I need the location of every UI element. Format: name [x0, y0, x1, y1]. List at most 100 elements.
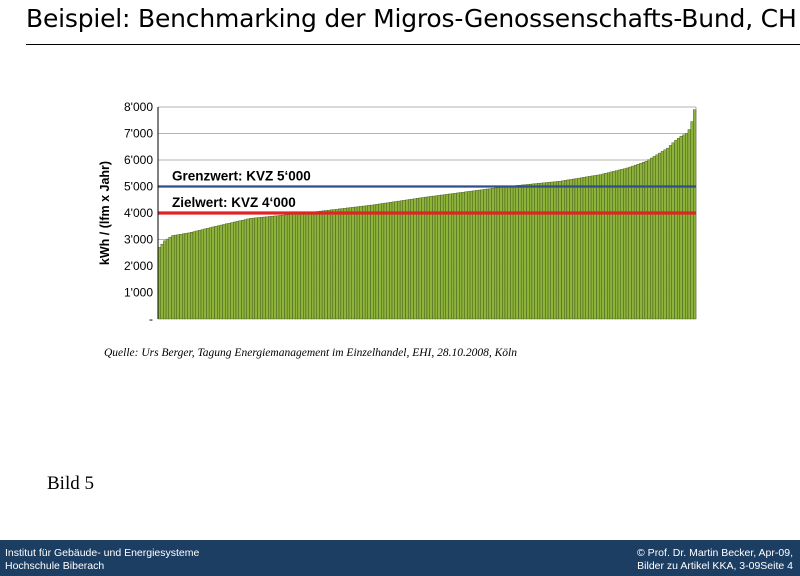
y-tick-label: 7'000 — [124, 127, 153, 141]
y-tick-label: 3'000 — [124, 233, 153, 247]
bar — [545, 182, 549, 320]
footer-university-name: Hochschule Biberach — [5, 560, 105, 572]
bar — [246, 218, 250, 320]
bar — [690, 121, 694, 320]
bar — [381, 203, 385, 320]
footer-institution: Institut für Gebäude- und Energiesysteme… — [5, 547, 199, 573]
bar — [633, 164, 637, 320]
bar — [577, 177, 581, 320]
bar — [254, 217, 258, 320]
bar — [373, 204, 377, 320]
bar — [564, 180, 568, 320]
bar — [598, 174, 603, 320]
bar — [340, 208, 344, 320]
bar — [295, 213, 299, 320]
bar — [407, 199, 412, 320]
bar — [617, 169, 621, 320]
bar — [647, 159, 651, 320]
bar — [356, 206, 360, 320]
bar — [555, 181, 559, 320]
bar — [475, 190, 479, 320]
bar — [399, 200, 403, 320]
bar — [329, 209, 334, 320]
bar — [163, 240, 167, 320]
bar — [502, 186, 506, 320]
footer-reference-line: Bilder zu Artikel KKA, 3-09Seite 4 — [637, 560, 793, 572]
bar — [383, 202, 387, 320]
bar — [265, 216, 269, 320]
bar — [607, 172, 611, 320]
bar — [235, 221, 239, 320]
bar — [620, 169, 624, 320]
bar — [182, 233, 186, 320]
bar — [297, 213, 301, 320]
bar — [367, 205, 371, 320]
bar — [644, 161, 648, 320]
bar — [313, 211, 317, 320]
bar — [469, 190, 473, 320]
bar — [542, 182, 546, 320]
bar — [687, 129, 691, 320]
bar — [491, 188, 495, 320]
bar — [375, 204, 379, 320]
bar — [655, 154, 659, 320]
bar — [206, 228, 210, 320]
bar — [289, 214, 293, 320]
bar — [604, 173, 608, 320]
bar — [464, 191, 468, 320]
bar — [413, 198, 417, 320]
bar — [179, 234, 183, 320]
bar — [461, 191, 465, 320]
bar — [370, 204, 374, 320]
bar — [523, 184, 527, 320]
bar — [569, 179, 573, 320]
bar — [547, 182, 551, 320]
bar — [276, 215, 280, 320]
bar — [324, 210, 328, 320]
bar — [402, 200, 406, 320]
bar — [171, 235, 175, 320]
bar — [260, 217, 264, 320]
y-tick-label: 8'000 — [124, 100, 153, 114]
bar — [192, 231, 196, 320]
bar — [609, 171, 613, 320]
bar — [359, 206, 363, 320]
bar — [364, 205, 368, 320]
bar — [184, 233, 188, 320]
bar — [346, 207, 350, 320]
bar — [338, 208, 342, 320]
bar — [553, 181, 557, 320]
y-tick-label: 1'000 — [124, 286, 153, 300]
bar — [165, 238, 169, 320]
bar — [284, 214, 288, 320]
bar — [623, 168, 627, 320]
bar — [386, 202, 390, 320]
bar — [582, 177, 586, 320]
bar — [270, 216, 274, 320]
bar — [281, 214, 285, 320]
bar — [496, 187, 500, 320]
bar — [668, 145, 672, 320]
bar — [520, 184, 525, 320]
bar — [507, 186, 511, 320]
bar — [663, 149, 667, 320]
bar — [531, 183, 535, 320]
reference-lines: Grenzwert: KVZ 5‘000 Zielwert: KVZ 4‘000 — [158, 169, 696, 215]
bar — [321, 210, 325, 320]
bar — [676, 137, 681, 320]
bar — [660, 151, 664, 320]
y-axis-label: kWh / (lfm x Jahr) — [98, 161, 112, 265]
bar — [160, 243, 164, 320]
bar — [200, 229, 204, 320]
bar — [658, 152, 662, 320]
bar — [682, 134, 686, 320]
bar — [615, 170, 619, 320]
bar — [319, 210, 323, 320]
bar — [278, 215, 282, 320]
page-title: Beispiel: Benchmarking der Migros-Genoss… — [26, 4, 797, 33]
y-tick-label: 2'000 — [124, 259, 153, 273]
y-tick-label: 6'000 — [124, 153, 153, 167]
bar — [211, 226, 215, 320]
y-tick-label: 4'000 — [124, 206, 153, 220]
bar — [391, 201, 395, 320]
